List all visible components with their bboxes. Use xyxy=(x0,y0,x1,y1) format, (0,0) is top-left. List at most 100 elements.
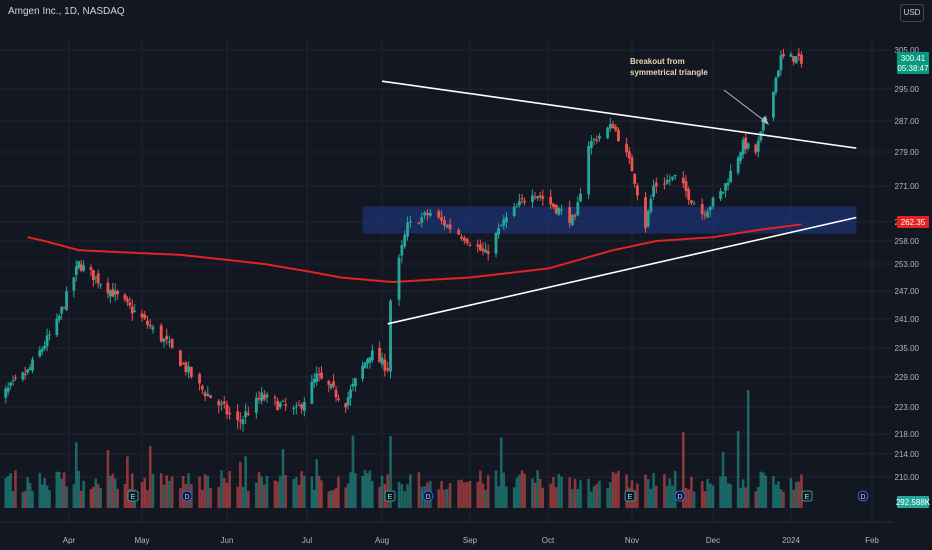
volume-bar xyxy=(148,446,152,508)
volume-bar xyxy=(417,472,421,508)
volume-bar xyxy=(99,488,102,508)
volume-bar xyxy=(344,487,348,508)
x-tick-label: Sep xyxy=(463,536,478,545)
volume-bar xyxy=(719,476,722,508)
candle-body xyxy=(515,206,519,208)
candle-body xyxy=(754,144,758,153)
volume-bar xyxy=(220,470,223,508)
candle-body xyxy=(370,350,374,361)
candle-body xyxy=(130,306,134,314)
candle-body xyxy=(312,379,316,383)
volume-bar xyxy=(82,480,85,508)
price-axis-bg xyxy=(893,0,932,550)
volume-bar xyxy=(554,487,558,508)
candle-body xyxy=(649,198,653,212)
volume-bar xyxy=(536,470,539,508)
earnings-marker xyxy=(624,490,636,502)
volume-bar xyxy=(368,470,372,508)
candle-body xyxy=(236,411,240,421)
volume-bar xyxy=(794,481,798,508)
candle-body xyxy=(184,362,188,372)
candle-body xyxy=(652,185,655,197)
volume-bar xyxy=(363,470,367,508)
candle-body xyxy=(486,250,490,254)
y-tick-label: 223.00 xyxy=(895,403,920,412)
volume-bar xyxy=(587,478,590,508)
volume-bar xyxy=(62,472,66,508)
candle-body xyxy=(346,397,350,406)
volume-bar xyxy=(9,473,12,508)
candle-body xyxy=(241,419,245,425)
volume-bar xyxy=(797,481,801,508)
candle-body xyxy=(187,366,191,373)
candle-body xyxy=(94,276,98,278)
y-tick-label: 295.00 xyxy=(895,85,920,94)
volume-tag-bg xyxy=(897,496,929,508)
candle-body xyxy=(633,173,637,184)
volume-bar xyxy=(181,475,185,508)
candle-body xyxy=(284,404,288,406)
candle-body xyxy=(189,367,193,377)
volume-bar xyxy=(457,480,460,508)
volume-bar xyxy=(741,479,745,508)
volume-bar xyxy=(595,483,599,508)
candle-body xyxy=(711,197,715,207)
volume-bar xyxy=(281,449,285,508)
volume-bar xyxy=(617,470,620,508)
volume-bar xyxy=(571,489,574,508)
candle-body xyxy=(673,174,677,177)
volume-bar xyxy=(652,473,655,508)
volume-bar xyxy=(45,485,49,508)
currency-button[interactable]: USD xyxy=(900,4,924,22)
candle-body xyxy=(244,411,248,418)
y-tick-label: 279.00 xyxy=(895,148,920,157)
volume-bar xyxy=(79,490,83,508)
candle-body xyxy=(531,195,534,202)
candle-body xyxy=(479,244,482,251)
candle-body xyxy=(40,349,44,352)
volume-bar xyxy=(295,476,298,508)
volume-bar xyxy=(611,471,615,508)
volume-bar xyxy=(663,474,666,508)
volume-bar xyxy=(609,482,612,508)
symbol-title[interactable]: Amgen Inc., 1D, NASDAQ xyxy=(8,6,125,17)
candle-body xyxy=(726,182,730,186)
y-tick-label: 253.00 xyxy=(895,260,920,269)
candle-body xyxy=(116,291,120,295)
volume-bar xyxy=(168,480,171,508)
event-marker-label: D xyxy=(860,494,865,501)
candle-body xyxy=(368,357,372,363)
candle-body xyxy=(538,195,542,198)
volume-bar xyxy=(468,481,472,508)
event-marker-label: D xyxy=(677,494,682,501)
volume-bar xyxy=(389,436,392,508)
y-tick-label: 218.00 xyxy=(895,430,920,439)
candle-body xyxy=(761,121,765,131)
volume-bar xyxy=(310,476,314,508)
volume-bar xyxy=(6,476,10,508)
event-marker-label: E xyxy=(388,494,393,501)
volume-bar xyxy=(592,486,596,508)
volume-bar xyxy=(265,475,269,508)
candle-body xyxy=(380,357,384,365)
x-tick-label: Aug xyxy=(375,536,389,545)
candle-body xyxy=(62,307,66,309)
candle-body xyxy=(573,215,577,217)
candle-body xyxy=(108,290,112,297)
y-tick-label: 305.00 xyxy=(895,46,920,55)
annotation-line-1: Breakout from xyxy=(630,57,685,66)
candle-body xyxy=(703,214,707,216)
volume-bar xyxy=(228,470,231,508)
volume-bar xyxy=(43,477,46,508)
volume-bar xyxy=(440,481,443,508)
volume-bar xyxy=(276,481,279,508)
candle-body xyxy=(310,381,314,404)
candle-body xyxy=(440,217,444,221)
volume-bar xyxy=(241,486,245,508)
volume-bar xyxy=(557,473,561,508)
volume-bar xyxy=(448,483,452,508)
candle-body xyxy=(168,341,171,343)
volume-bar xyxy=(568,477,571,508)
candle-body xyxy=(554,204,558,214)
